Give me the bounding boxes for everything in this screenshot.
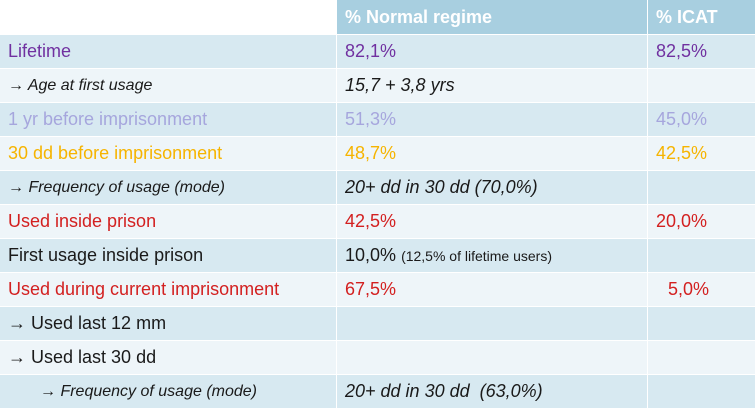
- row-label: 1 yr before imprisonment: [0, 103, 337, 137]
- table-row: → Used last 30 dd: [0, 341, 756, 375]
- normal-note: (12,5% of lifetime users): [401, 248, 553, 264]
- icat-value: [648, 341, 756, 375]
- icat-value: 42,5%: [648, 137, 756, 171]
- icat-value: 5,0%: [648, 273, 756, 307]
- normal-value: 20+ dd in 30 dd (63,0%): [337, 375, 648, 409]
- row-label: Used last 12 mm: [31, 313, 167, 333]
- table-row: Lifetime 82,1% 82,5%: [0, 35, 756, 69]
- header-row: % Normal regime % ICAT: [0, 0, 756, 35]
- table-row: 30 dd before imprisonment 48,7% 42,5%: [0, 137, 756, 171]
- row-label: Frequency of usage (mode): [60, 382, 257, 400]
- normal-value: 82,1%: [337, 35, 648, 69]
- normal-value: 48,7%: [337, 137, 648, 171]
- row-label-cell: → Used last 30 dd: [0, 341, 337, 375]
- icat-value: [648, 239, 756, 273]
- arrow-icon: →: [8, 313, 26, 333]
- row-label-cell: → Frequency of usage (mode): [0, 171, 337, 205]
- row-label-cell: → Age at first usage: [0, 69, 337, 103]
- header-normal-regime: % Normal regime: [337, 0, 648, 35]
- row-label: 30 dd before imprisonment: [0, 137, 337, 171]
- normal-value: 20+ dd in 30 dd (70,0%): [337, 171, 648, 205]
- table-row: First usage inside prison 10,0% (12,5% o…: [0, 239, 756, 273]
- table-row: → Frequency of usage (mode) 20+ dd in 30…: [0, 375, 756, 409]
- normal-value: [337, 307, 648, 341]
- arrow-icon: →: [40, 382, 56, 400]
- row-label: Used inside prison: [0, 205, 337, 239]
- icat-value: [648, 171, 756, 205]
- normal-value-cell: 10,0% (12,5% of lifetime users): [337, 239, 648, 273]
- table-row: → Used last 12 mm: [0, 307, 756, 341]
- normal-value: 15,7 + 3,8 yrs: [337, 69, 648, 103]
- icat-value: [648, 307, 756, 341]
- normal-value: 67,5%: [337, 273, 648, 307]
- icat-value: 20,0%: [648, 205, 756, 239]
- row-label-cell: → Used last 12 mm: [0, 307, 337, 341]
- header-icat: % ICAT: [648, 0, 756, 35]
- icat-value: [648, 69, 756, 103]
- normal-value: 42,5%: [337, 205, 648, 239]
- row-label: Used last 30 dd: [31, 347, 157, 367]
- icat-value: 82,5%: [648, 35, 756, 69]
- normal-value: 51,3%: [337, 103, 648, 137]
- icat-value: 45,0%: [648, 103, 756, 137]
- row-label: First usage inside prison: [0, 239, 337, 273]
- normal-value: [337, 341, 648, 375]
- arrow-icon: →: [8, 178, 24, 196]
- icat-value: [648, 375, 756, 409]
- normal-value: 10,0%: [345, 245, 397, 265]
- row-label: Frequency of usage (mode): [28, 178, 225, 196]
- row-label: Age at first usage: [27, 76, 153, 94]
- row-label: Used during current imprisonment: [0, 273, 337, 307]
- header-empty-cell: [0, 0, 337, 35]
- arrow-icon: →: [8, 76, 24, 94]
- table-row: Used inside prison 42,5% 20,0%: [0, 205, 756, 239]
- table-row: → Age at first usage 15,7 + 3,8 yrs: [0, 69, 756, 103]
- row-label-cell: → Frequency of usage (mode): [0, 375, 337, 409]
- arrow-icon: →: [8, 347, 26, 367]
- table-row: Used during current imprisonment 67,5% 5…: [0, 273, 756, 307]
- table-row: 1 yr before imprisonment 51,3% 45,0%: [0, 103, 756, 137]
- table-row: → Frequency of usage (mode) 20+ dd in 30…: [0, 171, 756, 205]
- row-label: Lifetime: [0, 35, 337, 69]
